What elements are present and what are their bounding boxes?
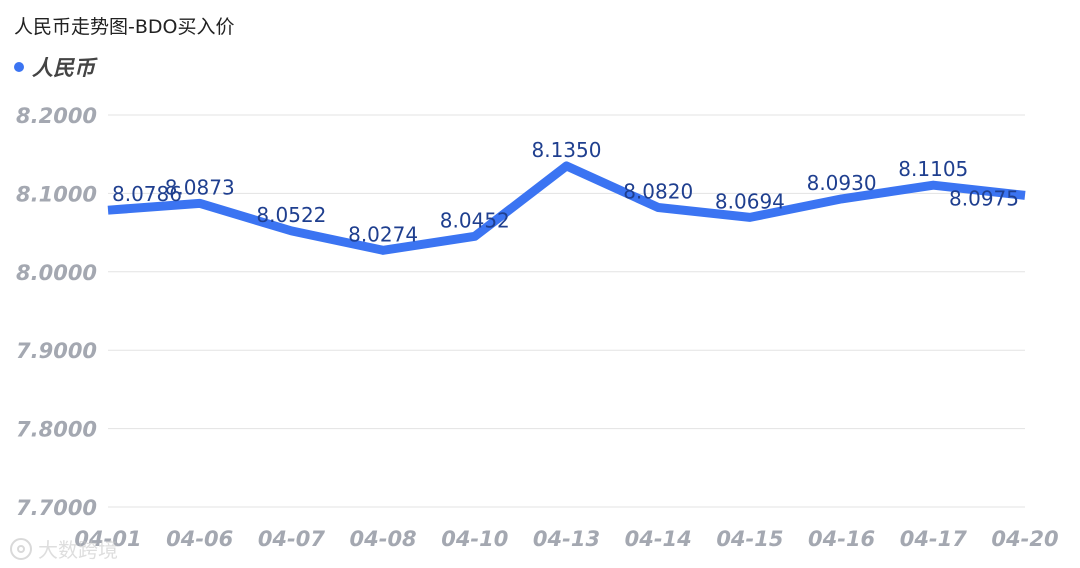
legend-label: 人民币: [32, 56, 95, 80]
data-label: 8.1105: [898, 157, 968, 181]
y-tick-label: 7.7000: [16, 496, 97, 520]
y-axis: 7.7000 7.8000 7.9000 8.0000 8.1000 8.2000: [16, 104, 97, 520]
x-tick-label: 04-08: [350, 527, 417, 551]
x-tick-label: 04-01: [74, 527, 141, 551]
data-label: 8.0452: [440, 208, 510, 232]
y-tick-label: 7.8000: [16, 418, 97, 442]
data-label: 8.0274: [348, 222, 418, 246]
x-tick-label: 04-14: [625, 527, 692, 551]
y-tick-label: 8.0000: [16, 261, 97, 285]
series-line: [107, 161, 1026, 255]
data-label: 8.0522: [256, 203, 326, 227]
data-label: 8.0820: [623, 180, 693, 204]
data-label: 8.0975: [949, 186, 1019, 210]
x-tick-label: 04-06: [166, 527, 233, 551]
data-label: 8.0930: [807, 171, 877, 195]
y-tick-label: 8.1000: [16, 182, 97, 206]
x-axis: 04-01 04-06 04-07 04-08 04-10 04-13 04-14 04-15…: [74, 527, 1058, 551]
x-tick-label: 04-13: [533, 527, 600, 551]
x-tick-label: 04-10: [441, 527, 508, 551]
x-tick-label: 04-20: [991, 527, 1058, 551]
y-tick-label: 7.9000: [16, 339, 97, 363]
chart-title: 人民币走势图-BDO买入价: [14, 16, 235, 38]
watermark-text: 大数跨境: [38, 538, 118, 562]
data-label: 8.1350: [532, 138, 602, 162]
data-label: 8.0873: [165, 175, 235, 199]
data-label: 8.0786: [112, 182, 182, 206]
data-label: 8.0694: [715, 189, 785, 213]
y-tick-label: 8.2000: [16, 104, 97, 128]
grid-lines: [108, 114, 1025, 508]
legend[interactable]: 人民币: [14, 52, 95, 82]
legend-marker: [14, 62, 24, 72]
brand-logo-icon: [10, 537, 32, 560]
x-tick-label: 04-15: [716, 527, 783, 551]
x-tick-label: 04-07: [258, 527, 326, 551]
watermark: 大数跨境: [10, 534, 118, 563]
series-line-group: [107, 161, 1026, 255]
x-tick-label: 04-17: [900, 527, 968, 551]
x-tick-label: 04-16: [808, 527, 875, 551]
